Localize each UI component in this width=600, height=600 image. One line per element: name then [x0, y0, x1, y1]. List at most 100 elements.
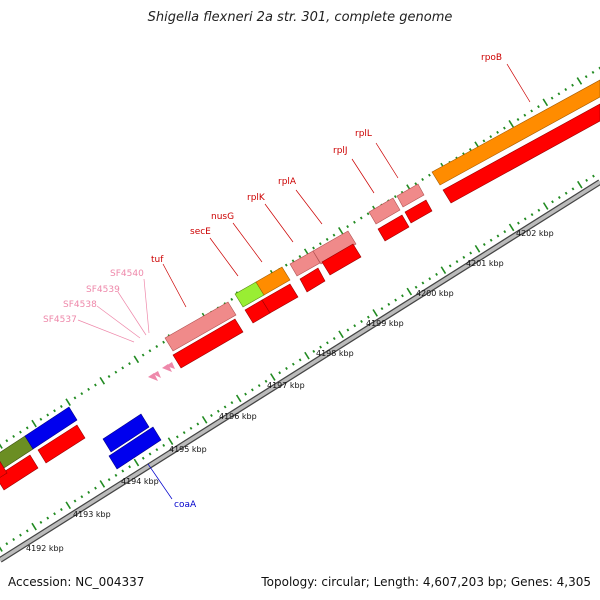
major-tick [338, 330, 344, 339]
minor-tick [128, 465, 132, 469]
gene-label-rplL: rplL [355, 129, 372, 139]
minor-tick [557, 195, 561, 199]
outer-tick-track [0, 66, 600, 449]
major-tick [338, 227, 344, 235]
minor-tick [592, 174, 595, 178]
minor-tick [571, 83, 574, 87]
gene-SF4537-arrow[interactable] [148, 373, 158, 381]
minor-tick [393, 195, 397, 199]
minor-tick [25, 529, 29, 533]
minor-tick [5, 439, 9, 443]
gene-coaA-2[interactable] [108, 426, 162, 470]
minor-tick [489, 238, 493, 242]
minor-tick [564, 88, 568, 92]
minor-tick [155, 345, 159, 348]
gene-rpoB-orange[interactable] [431, 79, 600, 186]
minor-tick [94, 383, 97, 387]
minor-tick [121, 366, 125, 370]
minor-tick [284, 263, 288, 267]
minor-tick [298, 255, 302, 259]
gene-nusG-orange[interactable] [255, 266, 291, 296]
gene-rplL-red[interactable] [404, 199, 433, 224]
minor-tick [503, 230, 507, 234]
minor-tick [141, 456, 145, 460]
gene-label-secE: secE [190, 227, 211, 237]
minor-tick [482, 139, 486, 143]
minor-tick [230, 297, 234, 301]
gene-label-rpoB: rpoB [481, 53, 502, 63]
minor-tick [278, 371, 282, 375]
minor-tick [175, 435, 179, 439]
gene-label-SF4540: SF4540 [110, 269, 144, 279]
major-tick [0, 443, 3, 449]
minor-tick [53, 512, 56, 516]
minor-tick [250, 388, 254, 392]
minor-tick [216, 409, 220, 413]
gene-rplK-red[interactable] [299, 267, 326, 293]
minor-tick [468, 147, 472, 151]
gene-nusG-red[interactable] [261, 283, 299, 314]
minor-tick [141, 353, 145, 357]
major-tick [576, 77, 583, 85]
minor-tick [196, 422, 200, 426]
major-tick [406, 287, 413, 296]
scale-label: 4197 kbp [267, 381, 305, 390]
gene-rplL-pink[interactable] [396, 183, 425, 208]
minor-tick [162, 443, 166, 447]
minor-tick [401, 294, 404, 298]
major-tick [0, 546, 3, 552]
major-tick [440, 266, 447, 274]
major-tick [542, 98, 549, 107]
minor-tick [387, 302, 391, 306]
minor-tick [502, 126, 506, 130]
gene-red-left-0[interactable] [0, 460, 8, 480]
major-tick [167, 437, 174, 445]
major-tick [133, 355, 140, 364]
gene-SF4539-arrow[interactable] [162, 364, 172, 372]
minor-tick [162, 340, 165, 344]
minor-tick [148, 452, 152, 456]
minor-tick [550, 96, 554, 100]
minor-tick [230, 401, 234, 405]
minor-tick [585, 178, 589, 182]
minor-tick [244, 392, 247, 396]
gene-label-SF4537: SF4537 [43, 315, 77, 325]
gene-rplA-pink[interactable] [312, 230, 357, 265]
gene-tuf-pink[interactable] [164, 301, 237, 352]
gene-rplJ-pink[interactable] [368, 197, 401, 225]
major-tick [133, 458, 140, 467]
gene-red-left-1[interactable] [0, 454, 39, 491]
gene-tuf-red[interactable] [172, 318, 244, 369]
major-tick [372, 309, 378, 317]
minor-tick [496, 234, 500, 238]
gene-label-SF4539: SF4539 [86, 285, 120, 295]
scale-label: 4192 kbp [26, 544, 64, 553]
minor-tick [291, 259, 295, 263]
gene-blue-left[interactable] [24, 406, 78, 450]
minor-tick [210, 413, 213, 417]
minor-tick [59, 508, 63, 512]
minor-tick [46, 516, 50, 520]
gene-rplJ-red[interactable] [377, 214, 410, 242]
gene-coaA-1[interactable] [102, 413, 150, 453]
gene-label-tuf: tuf [151, 255, 164, 265]
gene-rplA-red[interactable] [321, 243, 362, 276]
minor-tick [523, 113, 527, 117]
minor-tick [73, 396, 77, 400]
major-tick [65, 501, 72, 510]
gene-label-coaA: coaA [174, 500, 197, 510]
major-tick [577, 180, 583, 189]
gene-red-left-2[interactable] [37, 424, 86, 464]
gene-rpoB-red[interactable] [442, 103, 600, 204]
gene-SF4540-arrow[interactable] [166, 362, 175, 369]
major-tick [201, 415, 208, 424]
minor-tick [80, 392, 84, 396]
scale-label: 4193 kbp [73, 510, 111, 519]
minor-tick [551, 200, 554, 204]
gene-SF4538-arrow[interactable] [153, 371, 161, 378]
minor-tick [12, 537, 16, 541]
minor-tick [25, 426, 29, 430]
gene-rplK-pink[interactable] [289, 250, 321, 277]
minor-tick [94, 486, 97, 490]
